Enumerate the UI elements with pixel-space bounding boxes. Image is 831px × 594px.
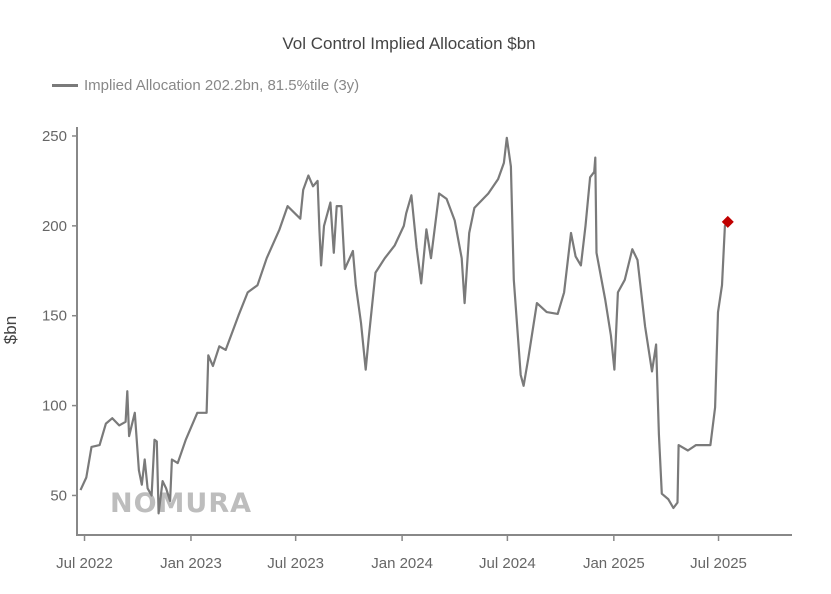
y-tick-label: 250 — [42, 128, 67, 145]
y-tick-label: 150 — [42, 308, 67, 325]
x-tick-label: Jul 2022 — [56, 555, 113, 572]
last-value-marker — [721, 215, 734, 228]
x-tick-label: Jan 2025 — [583, 555, 645, 572]
legend: Implied Allocation 202.2bn, 81.5%tile (3… — [52, 77, 359, 94]
x-tick-label: Jan 2023 — [160, 555, 222, 572]
y-tick-label: 100 — [42, 398, 67, 415]
x-tick-label: Jul 2023 — [267, 555, 324, 572]
y-tick-label: 200 — [42, 218, 67, 235]
chart-title: Vol Control Implied Allocation $bn — [282, 34, 536, 53]
y-axis-label: $bn — [1, 316, 20, 344]
watermark: NOMURA — [110, 488, 252, 519]
x-tick-label: Jul 2024 — [479, 555, 536, 572]
x-tick-label: Jan 2024 — [371, 555, 433, 572]
y-tick-label: 50 — [50, 487, 67, 504]
series-line-implied-allocation — [79, 136, 729, 515]
x-tick-label: Jul 2025 — [690, 555, 747, 572]
legend-label: Implied Allocation 202.2bn, 81.5%tile (3… — [84, 77, 360, 94]
legend-line-swatch — [52, 84, 78, 87]
